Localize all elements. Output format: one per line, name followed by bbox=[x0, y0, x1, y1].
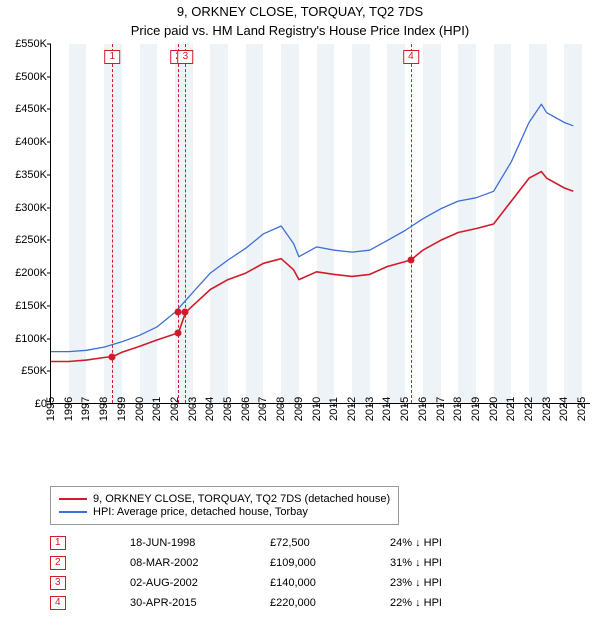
legend-swatch-hpi bbox=[59, 511, 87, 513]
price-line bbox=[51, 172, 573, 362]
legend-label-hpi: HPI: Average price, detached house, Torb… bbox=[93, 506, 308, 518]
y-tick-label: £400K bbox=[15, 136, 47, 148]
sales-row: 1 18-JUN-1998£72,50024% ↓ HPI bbox=[50, 533, 530, 553]
chart-title-sub: Price paid vs. HM Land Registry's House … bbox=[0, 19, 600, 44]
y-tick-label: £450K bbox=[15, 103, 47, 115]
sales-row-date: 30-APR-2015 bbox=[130, 593, 270, 613]
sales-row-delta: 23% ↓ HPI bbox=[390, 573, 530, 593]
sales-row-date: 18-JUN-1998 bbox=[130, 533, 270, 553]
sale-marker bbox=[175, 329, 182, 336]
y-tick-label: £150K bbox=[15, 300, 47, 312]
y-tick-label: £350K bbox=[15, 169, 47, 181]
y-tick-label: £250K bbox=[15, 234, 47, 246]
sales-row-delta: 22% ↓ HPI bbox=[390, 593, 530, 613]
sales-row-date: 08-MAR-2002 bbox=[130, 553, 270, 573]
sales-row: 2 08-MAR-2002£109,00031% ↓ HPI bbox=[50, 553, 530, 573]
sales-row-index: 1 bbox=[50, 536, 66, 550]
y-tick-label: £300K bbox=[15, 202, 47, 214]
chart-title-address: 9, ORKNEY CLOSE, TORQUAY, TQ2 7DS bbox=[0, 0, 600, 19]
sale-marker bbox=[109, 353, 116, 360]
y-tick-label: £500K bbox=[15, 71, 47, 83]
chart-svg bbox=[51, 44, 591, 404]
hpi-line bbox=[51, 104, 573, 351]
sales-table: 1 18-JUN-1998£72,50024% ↓ HPI 2 08-MAR-2002… bbox=[50, 533, 530, 613]
plot-area: £0£50K£100K£150K£200K£250K£300K£350K£400… bbox=[50, 44, 590, 404]
legend-row-price: 9, ORKNEY CLOSE, TORQUAY, TQ2 7DS (detac… bbox=[59, 493, 390, 505]
y-tick-label: £100K bbox=[15, 333, 47, 345]
sales-row-index: 4 bbox=[50, 596, 66, 610]
sales-row-price: £72,500 bbox=[270, 533, 390, 553]
sales-row-index: 3 bbox=[50, 576, 66, 590]
legend-swatch-price bbox=[59, 498, 87, 500]
legend: 9, ORKNEY CLOSE, TORQUAY, TQ2 7DS (detac… bbox=[50, 486, 399, 525]
sales-row-price: £109,000 bbox=[270, 553, 390, 573]
sales-row-price: £140,000 bbox=[270, 573, 390, 593]
sales-row: 4 30-APR-2015£220,00022% ↓ HPI bbox=[50, 593, 530, 613]
sales-row-delta: 31% ↓ HPI bbox=[390, 553, 530, 573]
sales-row-delta: 24% ↓ HPI bbox=[390, 533, 530, 553]
y-tick-label: £550K bbox=[15, 38, 47, 50]
sales-row: 3 02-AUG-2002£140,00023% ↓ HPI bbox=[50, 573, 530, 593]
legend-label-price: 9, ORKNEY CLOSE, TORQUAY, TQ2 7DS (detac… bbox=[93, 493, 390, 505]
sale-marker bbox=[175, 309, 182, 316]
sale-marker bbox=[407, 257, 414, 264]
legend-row-hpi: HPI: Average price, detached house, Torb… bbox=[59, 506, 390, 518]
y-tick-label: £50K bbox=[21, 365, 47, 377]
plot-wrap: £0£50K£100K£150K£200K£250K£300K£350K£400… bbox=[0, 44, 600, 444]
sale-marker bbox=[182, 309, 189, 316]
y-tick-label: £200K bbox=[15, 267, 47, 279]
sales-row-price: £220,000 bbox=[270, 593, 390, 613]
sales-row-date: 02-AUG-2002 bbox=[130, 573, 270, 593]
sales-row-index: 2 bbox=[50, 556, 66, 570]
